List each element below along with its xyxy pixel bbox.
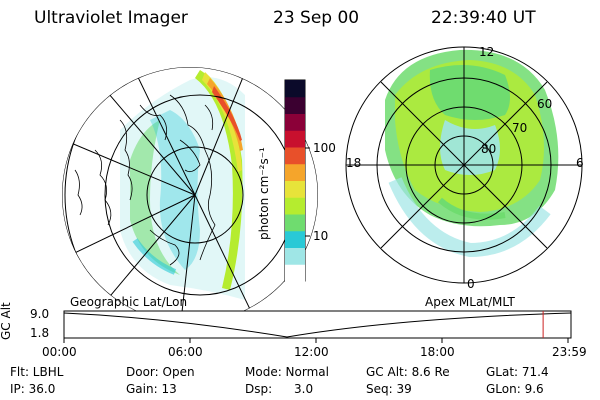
- mlat-label-60: 60: [537, 97, 553, 111]
- gain-info: Gain: 13: [126, 382, 177, 396]
- seq-info: Seq: 39: [366, 382, 412, 396]
- colorbar-cell: [285, 230, 305, 248]
- apex-label: Apex MLat/MLT: [425, 295, 515, 309]
- time-tick-0600: 06:00: [168, 345, 203, 359]
- dsp-label: Dsp:: [245, 382, 273, 396]
- altitude-axis-label: GC Alt: [0, 302, 13, 340]
- colorbar-tick-10: 10: [313, 229, 329, 243]
- mode-info: Mode: Normal: [245, 365, 329, 379]
- gc-alt-info: GC Alt: 8.6 Re: [366, 365, 450, 379]
- altitude-x-ticks: [63, 338, 569, 343]
- time-tick-1800: 18:00: [420, 345, 455, 359]
- colorbar-tick-100: 100: [313, 141, 336, 155]
- colorbar-cell: [285, 113, 305, 131]
- ip-info: IP: 36.0: [10, 382, 56, 396]
- colorbar-unit-label: photon cm⁻²s⁻¹: [257, 147, 271, 240]
- date-label: 23 Sep 00: [273, 8, 360, 28]
- colorbar-cell: [285, 264, 305, 282]
- geographic-image: [120, 70, 245, 301]
- colorbar-ticks: [305, 147, 310, 237]
- altitude-ytick-max: 9.0: [30, 307, 50, 321]
- glon-info: GLon: 9.6: [486, 382, 544, 396]
- colorbar-cell: [285, 163, 305, 181]
- coastlines: [74, 94, 216, 266]
- apex-grid: [345, 46, 583, 284]
- time-label: 22:39:40 UT: [431, 8, 536, 28]
- altitude-plot: [63, 310, 572, 339]
- geographic-grid: [62, 67, 318, 323]
- colorbar-cell: [285, 96, 305, 114]
- mlat-label-70: 70: [512, 121, 528, 135]
- door-info: Door: Open: [126, 365, 195, 379]
- colorbar-cell: [285, 180, 305, 198]
- mlt-label-18: 18: [346, 156, 362, 170]
- filter-info: Flt: LBHL: [10, 365, 64, 379]
- time-tick-1200: 12:00: [294, 345, 329, 359]
- geographic-label: Geographic Lat/Lon: [70, 295, 188, 309]
- colorbar-cell: [285, 214, 305, 232]
- time-tick-2359: 23:59: [552, 345, 587, 359]
- colorbar-cell: [285, 247, 305, 265]
- colorbar-cell: [285, 147, 305, 165]
- glat-info: GLat: 71.4: [486, 365, 549, 379]
- time-tick-0000: 00:00: [42, 345, 77, 359]
- dsp-value: 3.0: [294, 382, 314, 396]
- instrument-title: Ultraviolet Imager: [34, 8, 188, 28]
- mlt-label-6: 6: [576, 156, 584, 170]
- mlt-label-0: 0: [467, 277, 475, 291]
- altitude-ytick-min: 1.8: [30, 326, 50, 340]
- colorbar-cell: [285, 197, 305, 215]
- colorbar-cell: [285, 80, 305, 98]
- apex-image: [385, 49, 559, 258]
- mlt-label-12: 12: [479, 45, 495, 59]
- mlat-label-80: 80: [481, 142, 497, 156]
- colorbar-cells: [285, 80, 305, 282]
- colorbar-cell: [285, 130, 305, 148]
